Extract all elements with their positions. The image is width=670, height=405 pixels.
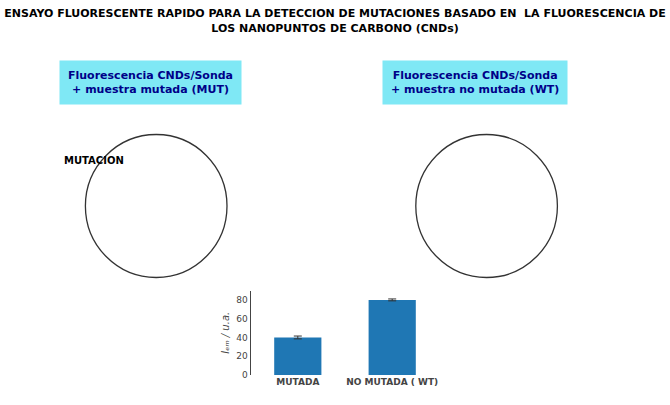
svg-text:Iₑₘ / u.a.: Iₑₘ / u.a. xyxy=(220,312,231,354)
svg-text:MUTADA: MUTADA xyxy=(276,377,319,387)
svg-text:Fluorescencia CNDs/Sonda+ mues: Fluorescencia CNDs/Sonda+ muestra no mut… xyxy=(391,69,559,96)
svg-text:Fluorescencia CNDs/Sonda+ mues: Fluorescencia CNDs/Sonda+ muestra mutada… xyxy=(68,69,233,96)
svg-text:ENSAYO FLUORESCENTE RAPIDO PAR: ENSAYO FLUORESCENTE RAPIDO PARA LA DETEC… xyxy=(4,7,665,34)
svg-text:NO MUTADA ( WT): NO MUTADA ( WT) xyxy=(346,377,438,387)
svg-text:MUTACION: MUTACION xyxy=(64,155,124,166)
svg-text:20: 20 xyxy=(236,351,248,361)
svg-text:60: 60 xyxy=(236,314,248,324)
svg-text:0: 0 xyxy=(242,370,248,380)
svg-text:80: 80 xyxy=(236,295,248,305)
svg-text:40: 40 xyxy=(236,333,248,343)
